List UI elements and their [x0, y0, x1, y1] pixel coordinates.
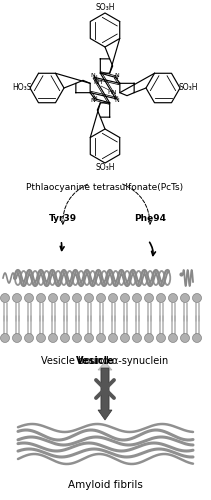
Circle shape: [108, 294, 118, 302]
Circle shape: [96, 294, 106, 302]
Text: HN: HN: [107, 90, 117, 96]
Circle shape: [49, 294, 58, 302]
Text: SO₃H: SO₃H: [95, 164, 115, 172]
Text: Amyloid fibrils: Amyloid fibrils: [68, 480, 142, 490]
Text: HO₃S: HO₃S: [12, 84, 32, 92]
Text: N: N: [115, 98, 119, 102]
Circle shape: [157, 294, 165, 302]
Text: N: N: [92, 75, 97, 80]
Text: N: N: [91, 98, 95, 102]
Circle shape: [12, 294, 22, 302]
Text: N: N: [113, 96, 118, 101]
Circle shape: [96, 334, 106, 342]
Circle shape: [61, 334, 69, 342]
Circle shape: [145, 334, 153, 342]
FancyArrow shape: [98, 362, 112, 408]
Circle shape: [24, 294, 34, 302]
Circle shape: [169, 334, 177, 342]
Circle shape: [192, 334, 202, 342]
Text: Pthlaocyanine tetrasulfonate(PcTs): Pthlaocyanine tetrasulfonate(PcTs): [26, 183, 184, 192]
Text: Tyr39: Tyr39: [49, 214, 77, 223]
Circle shape: [145, 294, 153, 302]
Circle shape: [84, 334, 93, 342]
Circle shape: [180, 334, 189, 342]
Text: N: N: [92, 96, 97, 101]
Circle shape: [12, 334, 22, 342]
FancyArrowPatch shape: [61, 184, 88, 224]
Circle shape: [169, 294, 177, 302]
FancyArrow shape: [98, 368, 112, 420]
Circle shape: [192, 294, 202, 302]
Text: NH: NH: [93, 80, 103, 86]
Circle shape: [84, 294, 93, 302]
Circle shape: [37, 294, 46, 302]
Circle shape: [133, 334, 142, 342]
Circle shape: [49, 334, 58, 342]
Text: Vesicle: Vesicle: [76, 356, 115, 366]
Text: SO₃H: SO₃H: [178, 84, 198, 92]
Circle shape: [157, 334, 165, 342]
Circle shape: [108, 334, 118, 342]
Text: N: N: [115, 74, 119, 78]
Circle shape: [73, 294, 81, 302]
Text: Vesicle bound α-synuclein: Vesicle bound α-synuclein: [41, 356, 169, 366]
Circle shape: [37, 334, 46, 342]
Text: Phe94: Phe94: [134, 214, 166, 223]
Circle shape: [180, 294, 189, 302]
Text: N: N: [91, 74, 95, 78]
Circle shape: [61, 294, 69, 302]
FancyArrowPatch shape: [123, 184, 151, 224]
Text: N: N: [113, 75, 118, 80]
Circle shape: [24, 334, 34, 342]
Circle shape: [133, 294, 142, 302]
Circle shape: [0, 334, 9, 342]
Circle shape: [120, 334, 130, 342]
Text: SO₃H: SO₃H: [95, 4, 115, 13]
Circle shape: [120, 294, 130, 302]
Circle shape: [0, 294, 9, 302]
Circle shape: [73, 334, 81, 342]
